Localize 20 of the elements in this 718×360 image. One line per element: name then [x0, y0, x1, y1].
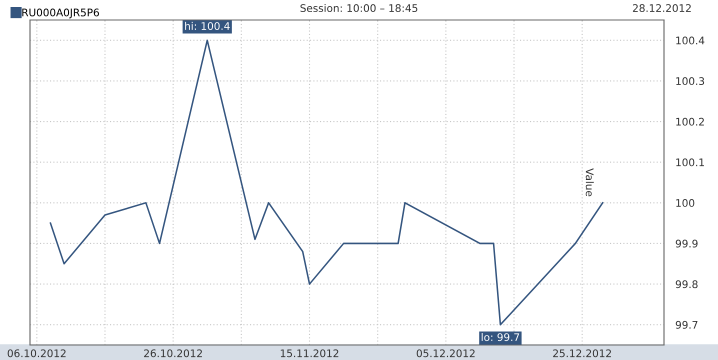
y-tick-label: 99.9 — [676, 240, 698, 248]
y-tick-label: 99.7 — [676, 320, 698, 329]
x-tick-label: 25.12.2012 — [553, 349, 611, 358]
chart-subtitle: Session: 10:00 – 18:45 — [300, 4, 418, 12]
y-tick-label: 99.8 — [676, 280, 698, 288]
legend-label: RU000A0JR5P6 — [22, 8, 99, 18]
y-tick-label: 100.4 — [676, 36, 704, 44]
x-tick-label: 15.11.2012 — [280, 349, 338, 358]
line-series — [50, 40, 604, 326]
y-axis-title: Value — [586, 168, 594, 196]
x-tick-label: 26.10.2012 — [144, 349, 202, 358]
annotation: lo: 99.7 — [482, 333, 520, 342]
y-tick-label: 100.2 — [676, 118, 704, 126]
x-tick-label: 05.12.2012 — [416, 349, 475, 358]
y-tick-label: 100.3 — [676, 77, 704, 86]
annotation: hi: 100.4 — [185, 22, 230, 30]
y-tick-label: 100.1 — [676, 158, 704, 166]
y-tick-label: 100 — [676, 199, 694, 207]
text: 28.12.2012 — [632, 4, 691, 12]
x-tick-label: 06.10.2012 — [8, 349, 66, 358]
